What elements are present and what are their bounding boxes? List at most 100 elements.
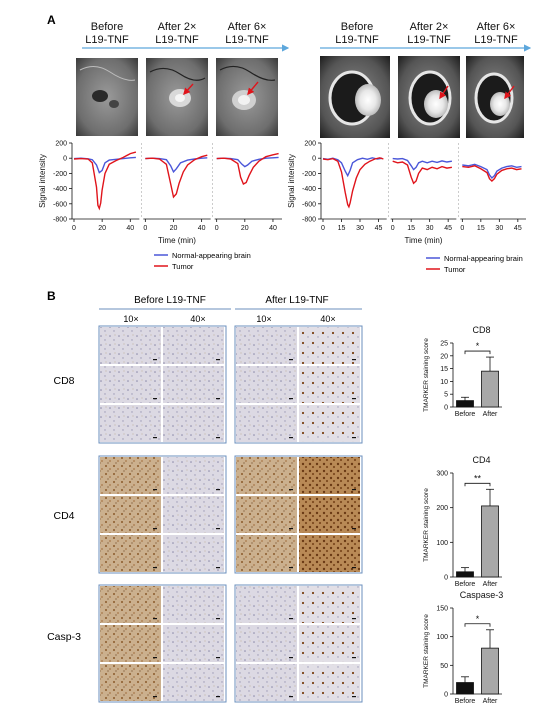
bar-before	[456, 400, 474, 408]
scale-bar	[216, 398, 220, 400]
x-tick-label: 40	[126, 225, 134, 232]
histology-block-cd4-tile	[163, 535, 224, 572]
x-tick-label: Before	[455, 698, 476, 705]
histology-headers: Before L19-TNF After L19-TNF 10× 40× 10×…	[99, 295, 362, 324]
x-tick-label: 15	[338, 225, 346, 232]
y-tick-label: -400	[302, 186, 316, 193]
scale-bar	[153, 618, 157, 620]
legend-right: Normal-appearing brain Tumor	[426, 254, 523, 274]
scale-bar	[352, 528, 356, 530]
x-tick-label: 0	[72, 225, 76, 232]
x-tick-label: 20	[241, 225, 249, 232]
scale-bar	[216, 618, 220, 620]
histology-block-cd8-tile	[236, 366, 297, 403]
series-line-normal	[462, 163, 522, 180]
scale-bar	[153, 567, 157, 569]
scale-bar	[289, 618, 293, 620]
x-tick-label: Before	[455, 581, 476, 588]
histology-block-cd8-tile	[299, 405, 360, 442]
significance-marker: *	[476, 341, 480, 351]
mri-left-before	[76, 58, 138, 136]
y-tick-label: 200	[304, 141, 316, 148]
y-tick-label: -800	[302, 217, 316, 224]
mri-right-after2	[398, 56, 460, 138]
series-line-tumor	[145, 154, 208, 199]
mri-left-after6	[216, 58, 278, 136]
scale-bar	[352, 567, 356, 569]
series-line-tumor	[322, 157, 384, 209]
histology-block-cd8-tile	[299, 366, 360, 403]
scale-bar	[216, 567, 220, 569]
timeline-label: After 2×	[410, 21, 449, 33]
histology-block-casp3-tile	[163, 664, 224, 701]
row-label-cd8: CD8	[53, 375, 74, 387]
histology-row-labels: CD8 CD4 Casp-3	[47, 375, 81, 643]
histology-block-casp3-tile	[299, 664, 360, 701]
histology-block-cd4-tile	[299, 496, 360, 533]
x-axis-label: Time (min)	[405, 236, 443, 245]
scale-bar	[352, 489, 356, 491]
scale-bar	[216, 489, 220, 491]
x-tick-label: After	[483, 411, 498, 418]
histology-block-casp3-tile	[299, 625, 360, 662]
histology-block-cd4-tile	[100, 457, 161, 494]
mag-label-40x-before: 40×	[190, 314, 205, 324]
scale-bar	[352, 696, 356, 698]
scale-bar	[153, 437, 157, 439]
chart-title: CD4	[472, 455, 490, 465]
series-line-tumor	[216, 152, 279, 185]
mri-right-before	[320, 56, 390, 138]
timeline-label: After 6×	[477, 21, 516, 33]
legend-left: Normal-appearing brain Tumor	[154, 251, 251, 271]
y-axis-label: Signal intensity	[287, 154, 296, 208]
scale-bar	[289, 657, 293, 659]
timeline-label: L19-TNF	[85, 34, 129, 46]
legend-normal-label: Normal-appearing brain	[172, 251, 251, 260]
y-tick-label: 15	[440, 366, 448, 373]
x-tick-label: 0	[321, 225, 325, 232]
mag-label-10x-before: 10×	[123, 314, 138, 324]
histology-block-cd8-tile	[163, 405, 224, 442]
histology-block-cd4-tile	[299, 457, 360, 494]
legend-normal-label: Normal-appearing brain	[444, 254, 523, 263]
y-tick-label: 0	[444, 692, 448, 699]
scale-bar	[289, 567, 293, 569]
histology-block-cd4-tile	[236, 496, 297, 533]
timeline-label: L19-TNF	[335, 34, 379, 46]
scale-bar	[153, 696, 157, 698]
histology-block-cd4-tile	[299, 535, 360, 572]
series-line-tumor	[73, 151, 137, 211]
bar-chart-cd4: CD4 0 100 200 300 TMARKER staining score Befor…	[423, 455, 502, 588]
y-axis-label: Signal intensity	[38, 154, 47, 208]
histology-block-cd4-tile	[100, 496, 161, 533]
histology-block-cd8-tile	[100, 366, 161, 403]
y-tick-label: 150	[436, 606, 448, 613]
scale-bar	[289, 437, 293, 439]
timeline-label: Before	[341, 21, 373, 33]
x-tick-label: 45	[375, 225, 383, 232]
scale-bar	[216, 437, 220, 439]
histology-block-casp3-tile	[100, 625, 161, 662]
y-tick-label: -400	[53, 186, 67, 193]
histology-block-casp3-tile	[163, 586, 224, 623]
y-tick-label: 0	[444, 405, 448, 412]
bar-after	[481, 505, 499, 578]
x-tick-label: 20	[170, 225, 178, 232]
x-tick-label: 0	[460, 225, 464, 232]
scale-bar	[216, 696, 220, 698]
timeline-label: L19-TNF	[225, 34, 269, 46]
scale-bar	[216, 359, 220, 361]
timeline-label: L19-TNF	[155, 34, 199, 46]
significance-bracket	[464, 350, 491, 355]
bar-before	[456, 571, 474, 578]
scale-bar	[289, 398, 293, 400]
series-line-normal	[73, 156, 136, 174]
x-axis-label: Time (min)	[158, 236, 196, 245]
perfusion-chart-right: 200 0 -200 -400 -600 -800 Signal intensity 0 15 3…	[287, 141, 526, 245]
scale-bar	[352, 359, 356, 361]
series-line-tumor	[462, 165, 522, 182]
scale-bar	[153, 528, 157, 530]
y-axis-label: TMARKER staining score	[423, 614, 430, 688]
